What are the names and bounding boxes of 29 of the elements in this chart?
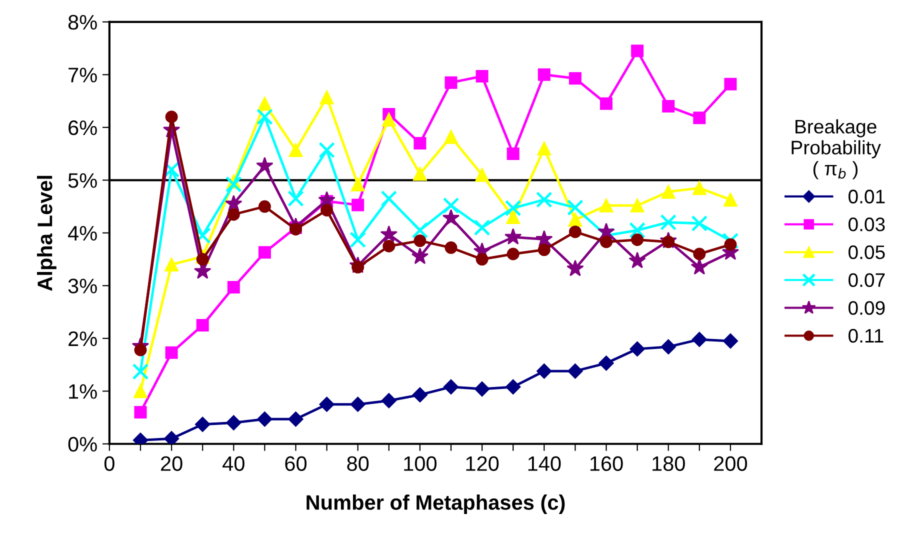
x-tick-label: 100 — [404, 456, 437, 471]
y-tick-label: 2% — [68, 331, 97, 346]
legend-label: 0.05 — [848, 245, 885, 260]
x-tick-label: 0 — [104, 456, 114, 471]
y-tick-label: 7% — [68, 68, 97, 82]
x-tick-label: 20 — [161, 456, 182, 471]
legend-title: Breakage Probability ( π$_{b}$ ) — [792, 119, 881, 180]
x-tick-label: 140 — [528, 456, 561, 471]
legend-label: 0.01 — [848, 190, 885, 204]
y-tick-label: 3% — [68, 278, 97, 294]
x-tick-label: 40 — [222, 456, 244, 471]
x-tick-label: 180 — [652, 456, 685, 471]
y-tick-label: 6% — [68, 120, 97, 136]
y-tick-label: 5% — [68, 173, 97, 188]
y-tick-label: 1% — [69, 384, 97, 399]
x-tick-label: 80 — [347, 456, 369, 471]
x-tick-label: 200 — [714, 456, 748, 471]
x-tick-label: 160 — [590, 456, 623, 471]
x-axis-title: Number of Metaphases (c) — [306, 494, 565, 514]
y-tick-label: 0% — [68, 436, 97, 452]
x-tick-label: 120 — [466, 456, 499, 471]
y-tick-label: 4% — [68, 226, 97, 241]
x-tick-label: 60 — [285, 456, 307, 471]
legend-label: 0.03 — [848, 218, 885, 232]
y-tick-label: 8% — [68, 14, 97, 30]
legend-label: 0.09 — [848, 301, 885, 315]
legend-label: 0.11 — [848, 328, 884, 343]
y-axis-title: Alpha Level — [36, 176, 56, 291]
legend-label: 0.07 — [848, 273, 885, 287]
